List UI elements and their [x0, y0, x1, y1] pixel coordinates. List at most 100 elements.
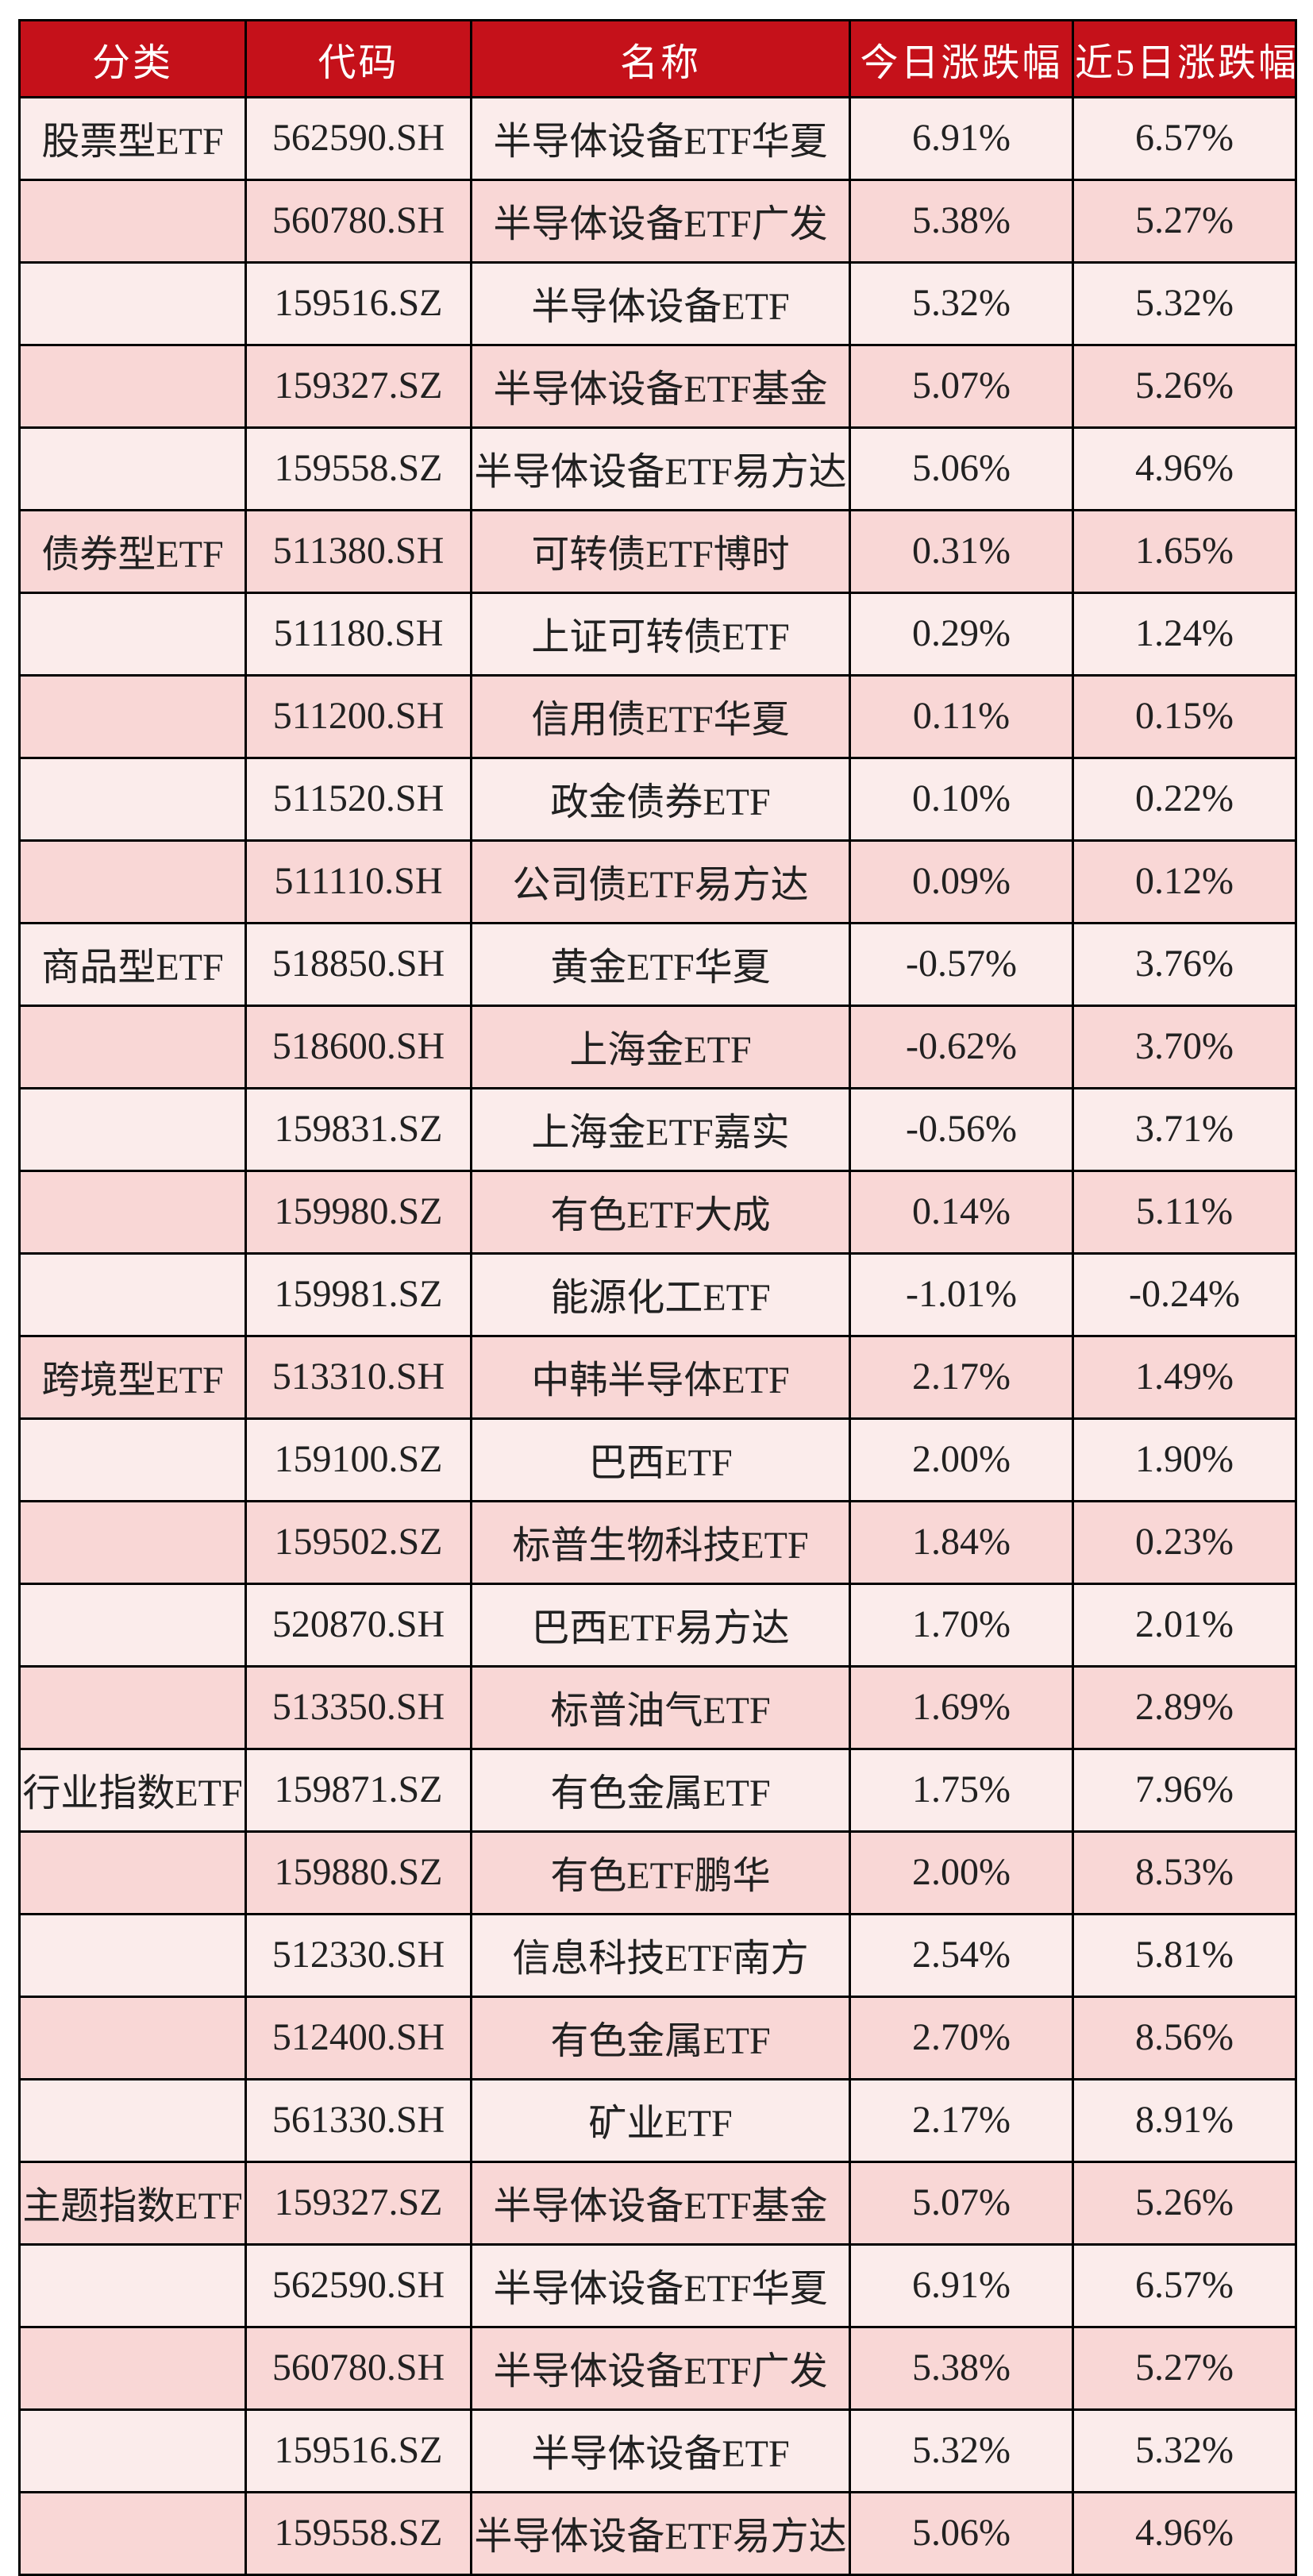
cell-category [18, 2491, 247, 2576]
cell-5day-change: 5.27% [1072, 179, 1297, 264]
table-row: 560780.SH 半导体设备ETF广发 5.38% 5.27% [18, 179, 1297, 264]
cell-name: 信用债ETF华夏 [470, 674, 851, 759]
cell-name: 黄金ETF华夏 [470, 922, 851, 1007]
cell-code: 511380.SH [245, 509, 472, 594]
cell-today-change: 2.54% [849, 1913, 1074, 1998]
table-row: 513350.SH 标普油气ETF 1.69% 2.89% [18, 1665, 1297, 1750]
table-row: 商品型ETF 518850.SH 黄金ETF华夏 -0.57% 3.76% [18, 922, 1297, 1007]
table-row: 159831.SZ 上海金ETF嘉实 -0.56% 3.71% [18, 1087, 1297, 1172]
cell-5day-change: 2.01% [1072, 1583, 1297, 1668]
cell-today-change: 2.00% [849, 1830, 1074, 1915]
cell-name: 公司债ETF易方达 [470, 839, 851, 924]
cell-5day-change: 1.49% [1072, 1335, 1297, 1420]
cell-category [18, 757, 247, 842]
table-row: 159880.SZ 有色ETF鹏华 2.00% 8.53% [18, 1830, 1297, 1915]
cell-code: 159558.SZ [245, 426, 472, 511]
cell-5day-change: 1.24% [1072, 592, 1297, 677]
table-row: 520870.SH 巴西ETF易方达 1.70% 2.01% [18, 1583, 1297, 1668]
cell-category [18, 1913, 247, 1998]
table-row: 511520.SH 政金债券ETF 0.10% 0.22% [18, 757, 1297, 842]
table-row: 561330.SH 矿业ETF 2.17% 8.91% [18, 2078, 1297, 2163]
table-row: 159981.SZ 能源化工ETF -1.01% -0.24% [18, 1252, 1297, 1337]
cell-name: 半导体设备ETF基金 [470, 344, 851, 429]
cell-code: 511520.SH [245, 757, 472, 842]
cell-code: 511200.SH [245, 674, 472, 759]
cell-5day-change: 7.96% [1072, 1748, 1297, 1833]
cell-category [18, 1996, 247, 2080]
table-row: 159502.SZ 标普生物科技ETF 1.84% 0.23% [18, 1500, 1297, 1585]
cell-name: 半导体设备ETF易方达 [470, 2491, 851, 2576]
cell-name: 标普生物科技ETF [470, 1500, 851, 1585]
cell-code: 511180.SH [245, 592, 472, 677]
cell-name: 半导体设备ETF [470, 261, 851, 346]
cell-code: 159871.SZ [245, 1748, 472, 1833]
cell-code: 159516.SZ [245, 261, 472, 346]
table-row: 跨境型ETF 513310.SH 中韩半导体ETF 2.17% 1.49% [18, 1335, 1297, 1420]
cell-name: 半导体设备ETF易方达 [470, 426, 851, 511]
cell-code: 159100.SZ [245, 1417, 472, 1502]
cell-code: 159327.SZ [245, 2161, 472, 2246]
cell-today-change: -1.01% [849, 1252, 1074, 1337]
table-row: 511200.SH 信用债ETF华夏 0.11% 0.15% [18, 674, 1297, 759]
cell-code: 518850.SH [245, 922, 472, 1007]
cell-code: 512400.SH [245, 1996, 472, 2080]
cell-code: 159516.SZ [245, 2408, 472, 2493]
cell-name: 半导体设备ETF华夏 [470, 96, 851, 181]
cell-today-change: 0.11% [849, 674, 1074, 759]
cell-today-change: 5.07% [849, 2161, 1074, 2246]
cell-today-change: -0.57% [849, 922, 1074, 1007]
cell-name: 巴西ETF [470, 1417, 851, 1502]
cell-today-change: 5.38% [849, 179, 1074, 264]
cell-category [18, 1500, 247, 1585]
cell-code: 159558.SZ [245, 2491, 472, 2576]
cell-category [18, 2326, 247, 2411]
cell-today-change: 6.91% [849, 96, 1074, 181]
cell-today-change: 5.06% [849, 2491, 1074, 2576]
cell-category [18, 1005, 247, 1089]
header-row: 分类 代码 名称 今日涨跌幅 近5日涨跌幅 [18, 19, 1297, 98]
cell-category [18, 344, 247, 429]
cell-code: 562590.SH [245, 2243, 472, 2328]
cell-category [18, 839, 247, 924]
cell-5day-change: 3.71% [1072, 1087, 1297, 1172]
cell-5day-change: 5.27% [1072, 2326, 1297, 2411]
cell-5day-change: 8.91% [1072, 2078, 1297, 2163]
cell-code: 561330.SH [245, 2078, 472, 2163]
cell-5day-change: 5.26% [1072, 344, 1297, 429]
cell-5day-change: 3.76% [1072, 922, 1297, 1007]
cell-category [18, 674, 247, 759]
cell-today-change: 5.38% [849, 2326, 1074, 2411]
cell-name: 中韩半导体ETF [470, 1335, 851, 1420]
table-row: 512330.SH 信息科技ETF南方 2.54% 5.81% [18, 1913, 1297, 1998]
cell-today-change: 0.14% [849, 1170, 1074, 1255]
cell-code: 518600.SH [245, 1005, 472, 1089]
cell-today-change: 1.70% [849, 1583, 1074, 1668]
cell-code: 512330.SH [245, 1913, 472, 1998]
cell-5day-change: 2.89% [1072, 1665, 1297, 1750]
cell-code: 159980.SZ [245, 1170, 472, 1255]
cell-category [18, 261, 247, 346]
table-row: 159558.SZ 半导体设备ETF易方达 5.06% 4.96% [18, 426, 1297, 511]
col-header-today-change: 今日涨跌幅 [849, 19, 1074, 98]
cell-today-change: -0.62% [849, 1005, 1074, 1089]
cell-5day-change: 6.57% [1072, 96, 1297, 181]
cell-name: 可转债ETF博时 [470, 509, 851, 594]
cell-category: 跨境型ETF [18, 1335, 247, 1420]
cell-name: 半导体设备ETF广发 [470, 179, 851, 264]
cell-5day-change: -0.24% [1072, 1252, 1297, 1337]
cell-category [18, 1170, 247, 1255]
cell-5day-change: 5.26% [1072, 2161, 1297, 2246]
cell-5day-change: 0.22% [1072, 757, 1297, 842]
etf-performance-table: 分类 代码 名称 今日涨跌幅 近5日涨跌幅 股票型ETF 562590.SH 半… [18, 19, 1297, 2576]
cell-5day-change: 0.12% [1072, 839, 1297, 924]
table-row: 159516.SZ 半导体设备ETF 5.32% 5.32% [18, 261, 1297, 346]
table-row: 562590.SH 半导体设备ETF华夏 6.91% 6.57% [18, 2243, 1297, 2328]
cell-today-change: 5.07% [849, 344, 1074, 429]
cell-code: 513350.SH [245, 1665, 472, 1750]
cell-today-change: 0.31% [849, 509, 1074, 594]
cell-category [18, 2408, 247, 2493]
cell-today-change: 0.29% [849, 592, 1074, 677]
cell-today-change: 5.32% [849, 261, 1074, 346]
cell-5day-change: 8.56% [1072, 1996, 1297, 2080]
